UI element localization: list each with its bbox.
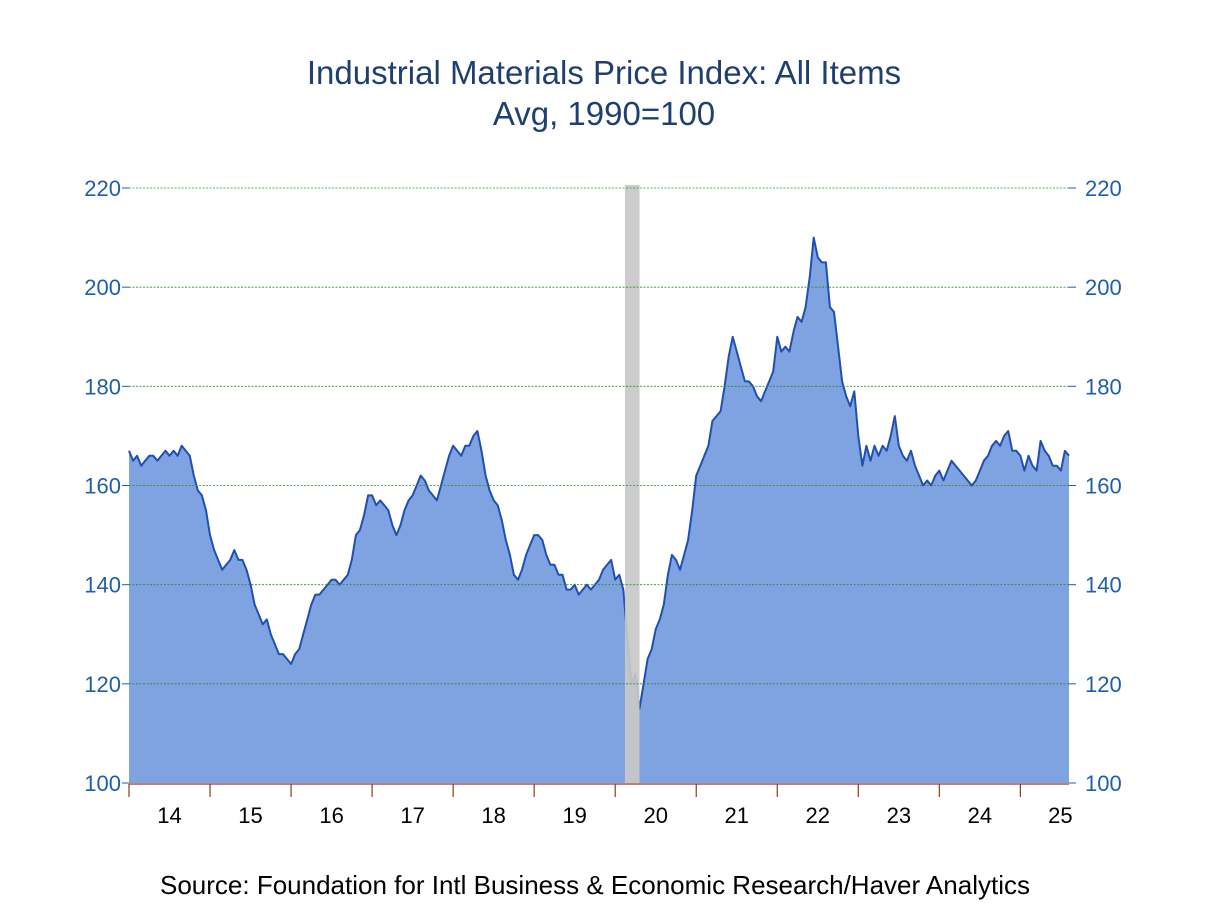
y-tick-label-right: 140 xyxy=(1085,573,1122,598)
y-tick-label-right: 160 xyxy=(1085,474,1122,499)
x-tick-label: 24 xyxy=(968,803,992,828)
y-tick-label-left: 120 xyxy=(84,672,121,697)
y-tick-label-right: 120 xyxy=(1085,672,1122,697)
series-area xyxy=(129,237,1069,784)
x-tick-label: 25 xyxy=(1048,803,1072,828)
recession-band xyxy=(624,185,640,783)
chart-title: Industrial Materials Price Index: All It… xyxy=(306,54,902,91)
x-tick-label: 23 xyxy=(887,803,911,828)
chart-subtitle: Avg, 1990=100 xyxy=(492,95,716,132)
series-line xyxy=(128,236,1070,710)
y-tick-label-left: 220 xyxy=(84,176,121,201)
x-tick-label: 16 xyxy=(319,803,343,828)
x-tick-label: 20 xyxy=(643,803,667,828)
y-tick-label-left: 160 xyxy=(84,474,121,499)
y-tick-label-right: 100 xyxy=(1085,771,1122,796)
x-tick-label: 14 xyxy=(157,803,181,828)
x-tick-label: 17 xyxy=(400,803,424,828)
x-tick-label: 21 xyxy=(725,803,749,828)
y-tick-label-left: 180 xyxy=(84,374,121,399)
y-tick-label-left: 200 xyxy=(84,275,121,300)
y-tick-label-left: 140 xyxy=(84,573,121,598)
y-tick-label-right: 180 xyxy=(1085,374,1122,399)
x-tick-label: 22 xyxy=(806,803,830,828)
y-tick-label-left: 100 xyxy=(84,771,121,796)
x-tick-label: 15 xyxy=(238,803,262,828)
x-tick-label: 19 xyxy=(562,803,586,828)
x-tick-label: 18 xyxy=(481,803,505,828)
y-tick-label-right: 200 xyxy=(1085,275,1122,300)
y-tick-label-right: 220 xyxy=(1085,176,1122,201)
source-note: Source: Foundation for Intl Business & E… xyxy=(160,870,1030,900)
